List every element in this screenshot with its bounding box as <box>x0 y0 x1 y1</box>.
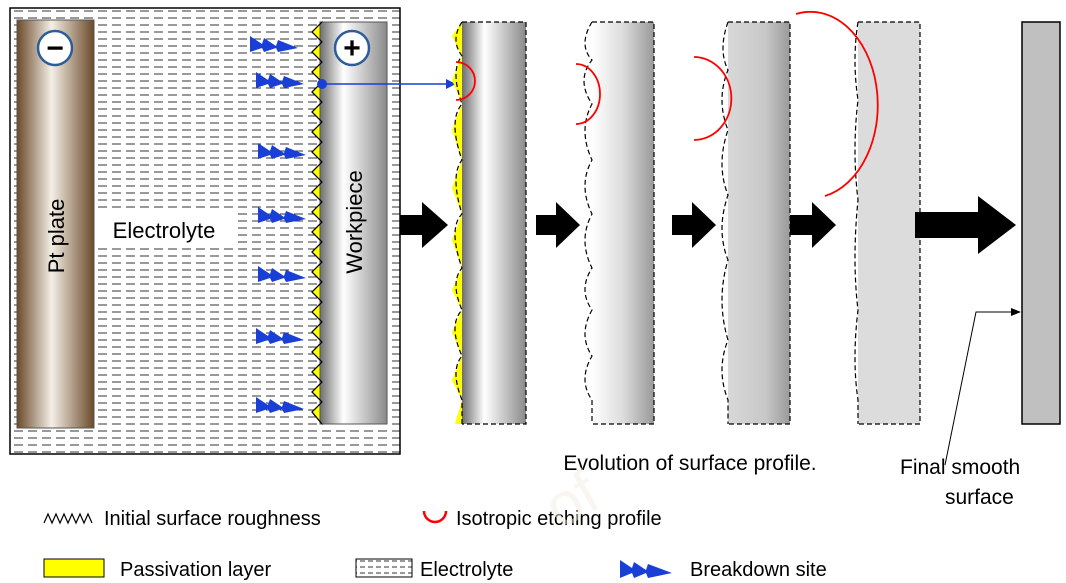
process-arrow-icon <box>400 202 448 248</box>
anode-plus-icon <box>333 29 371 67</box>
anode-sign: + <box>343 32 361 65</box>
legend-electrolyte-swatch <box>355 558 413 578</box>
pt-plate-label: Pt plate <box>44 199 69 274</box>
legend-breakdown-label: Breakdown site <box>690 559 827 581</box>
final-caption-line2: surface <box>945 486 1014 509</box>
electrochemical-cell: − Pt plate Electrolyte + Workpiece <box>9 7 456 455</box>
process-arrow-icon <box>915 196 1016 254</box>
stage3-body <box>728 22 790 424</box>
legend-passivation-swatch <box>43 558 105 578</box>
legend-etching-icon <box>422 510 448 524</box>
breakdown-sites <box>250 36 306 413</box>
stage2-body <box>592 22 654 424</box>
profile-stage-1 <box>452 21 527 425</box>
breakdown-site-icon <box>258 143 306 159</box>
process-arrow-icon <box>536 202 580 248</box>
stage1-profile <box>454 21 527 425</box>
legend-passivation-label: Passivation layer <box>120 559 272 581</box>
profile-stage-4 <box>795 10 921 425</box>
final-surface-pointer <box>944 308 1021 466</box>
process-arrow-icon <box>672 202 716 248</box>
legend-electrolyte-label: Electrolyte <box>420 559 513 581</box>
final-caption-line1: Final smooth <box>900 456 1020 479</box>
stage1-etch-arc <box>455 61 476 101</box>
legend-roughness-label: Initial surface roughness <box>104 508 321 530</box>
profile-stage-3 <box>693 21 791 425</box>
stage3-profile <box>721 21 791 425</box>
electrolyte-label-bg <box>96 210 236 248</box>
stage3-etch-arc <box>693 56 733 141</box>
breakdown-site-icon <box>258 266 306 282</box>
breakdown-site-icon <box>258 207 306 223</box>
breakdown-site-icon <box>256 397 304 413</box>
stage2-etch-arc <box>575 63 601 125</box>
workpiece <box>319 21 388 425</box>
breakdown-site-icon <box>256 72 304 88</box>
stage2-profile <box>583 21 655 425</box>
legend-roughness-icon <box>43 512 93 525</box>
stage4-etch-arc <box>795 10 879 197</box>
stage1-passivation <box>452 22 462 424</box>
stage4-profile <box>854 21 921 425</box>
workpiece-label: Workpiece <box>342 170 367 274</box>
breakdown-site-icon <box>256 328 304 344</box>
pt-plate <box>16 19 95 429</box>
process-arrows <box>400 196 1016 254</box>
final-smooth-surface <box>1021 21 1061 425</box>
electrolyte-label: Electrolyte <box>113 218 216 243</box>
profile-stage-2 <box>575 21 655 425</box>
cathode-sign: − <box>46 32 64 65</box>
stage4-body <box>858 22 920 424</box>
breakdown-site-icon <box>250 36 298 52</box>
evolution-caption: Evolution of surface profile. <box>563 452 816 475</box>
process-arrow-icon <box>790 202 836 248</box>
workpiece-rough-edge <box>311 21 323 425</box>
final-surface: Final smooth surface <box>900 21 1061 509</box>
stage1-body <box>462 22 526 424</box>
cathode-minus-icon <box>36 29 74 67</box>
legend: Initial surface roughness Isotropic etch… <box>43 508 827 581</box>
legend-breakdown-icon <box>620 560 672 578</box>
legend-etching-label: Isotropic etching profile <box>456 508 662 530</box>
